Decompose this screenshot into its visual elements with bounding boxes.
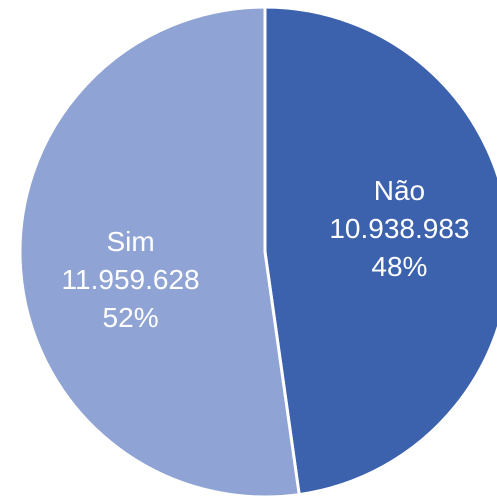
slice-percent-label: 48% — [371, 251, 427, 282]
slice-value-label: 11.959.628 — [62, 264, 200, 295]
pie-slice — [18, 5, 301, 496]
slice-value-label: 10.938.983 — [329, 213, 469, 244]
slice-category-label: Não — [374, 175, 425, 206]
slice-category-label: Sim — [106, 226, 154, 257]
pie-slice — [263, 5, 497, 496]
slice-percent-label: 52% — [103, 302, 159, 333]
